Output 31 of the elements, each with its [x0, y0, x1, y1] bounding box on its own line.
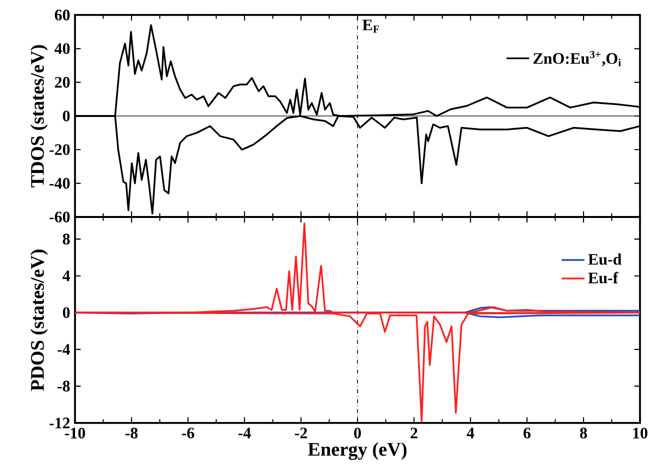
x-tick-label: -10 — [64, 428, 86, 438]
y-tick-label: -60 — [50, 212, 70, 222]
y-tick-label: -20 — [50, 144, 70, 156]
x-tick-label: -4 — [238, 428, 251, 438]
x-tick-label: 2 — [410, 428, 418, 438]
y-axis-title: PDOS (states/eV) — [30, 250, 48, 391]
y-tick-label: -12 — [50, 418, 70, 428]
y-tick-label: 8 — [62, 234, 70, 244]
y-tick-label: 4 — [62, 270, 70, 282]
y-tick-label: -8 — [58, 380, 70, 392]
ref-line-label: E$_{F}$ — [362, 20, 379, 33]
x-tick-label: -8 — [125, 428, 138, 438]
x-tick-label: -6 — [182, 428, 194, 438]
x-tick-label: 6 — [524, 428, 531, 438]
x-tick-label: -2 — [294, 428, 307, 438]
legend-label: Eu-d — [588, 253, 622, 265]
y-tick-label: -4 — [58, 344, 70, 355]
x-tick-label: 0 — [354, 428, 361, 438]
x-tick-label: 10 — [633, 428, 648, 438]
x-tick-label: 8 — [580, 428, 587, 438]
x-axis-title: Energy (eV) — [308, 442, 406, 460]
y-tick-label: -40 — [50, 178, 70, 189]
y-tick-label: 0 — [62, 307, 70, 318]
y-tick-label: 0 — [62, 110, 70, 122]
x-tick-label: 4 — [466, 428, 474, 438]
y-tick-label: 60 — [54, 10, 70, 20]
legend-label: ZnO:Eu$^{3+}$,O$_{i}$ — [533, 50, 621, 66]
y-tick-label: 20 — [54, 76, 70, 88]
legend-label: Eu-f — [588, 272, 618, 284]
y-tick-label: 40 — [54, 43, 70, 54]
y-axis-title: TDOS (states/eV) — [30, 45, 48, 188]
